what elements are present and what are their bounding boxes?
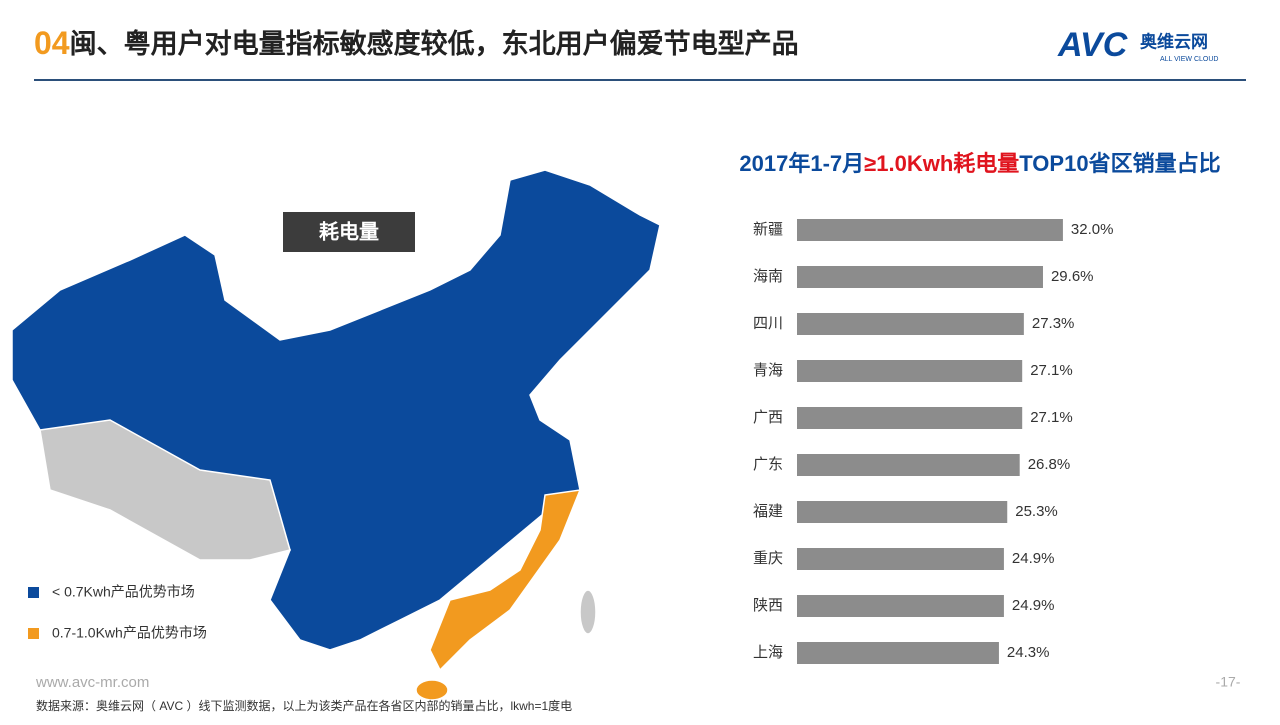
category-label: 上海 <box>753 644 783 661</box>
value-label: 29.6% <box>1051 268 1094 285</box>
category-label: 四川 <box>753 315 783 332</box>
page-number: -17- <box>1216 674 1241 690</box>
category-label: 广东 <box>753 456 783 473</box>
map-label-box <box>283 212 415 252</box>
map-label: 耗电量 <box>319 220 379 243</box>
value-label: 24.9% <box>1012 597 1055 614</box>
bar <box>797 313 1024 335</box>
value-label: 27.1% <box>1030 409 1073 426</box>
category-label: 新疆 <box>753 221 783 238</box>
bar <box>797 642 999 664</box>
category-label: 福建 <box>753 503 783 520</box>
legend-label: 0.7-1.0Kwh产品优势市场 <box>52 625 207 641</box>
category-label: 海南 <box>753 268 783 285</box>
map <box>11 169 661 701</box>
value-label: 24.3% <box>1007 644 1050 661</box>
category-label: 广西 <box>753 409 783 426</box>
logo-cn: 奥维云网 <box>1140 31 1208 51</box>
map-region-fujian-guangdong <box>429 489 582 672</box>
header-number: 04 <box>34 25 70 61</box>
footer-source: 数据来源：奥维云网（ AVC ）线下监测数据，以上为该类产品在各省区内部的销量占… <box>36 698 572 713</box>
value-label: 27.1% <box>1030 362 1073 379</box>
chart-title: 2017年1-7月≥1.0Kwh耗电量TOP10省区销量占比 <box>739 151 1220 176</box>
value-label: 32.0% <box>1071 221 1114 238</box>
map-region-tibet <box>39 419 291 561</box>
chart-title-part: ≥1.0Kwh耗电量 <box>864 151 1019 176</box>
logo-en: ALL VIEW CLOUD <box>1160 56 1218 63</box>
bar <box>797 501 1008 523</box>
bar <box>797 266 1043 288</box>
map-region-taiwan <box>579 589 597 635</box>
category-label: 陕西 <box>753 597 783 614</box>
logo: AVC <box>1057 26 1128 64</box>
footer-url: www.avc-mr.com <box>35 674 149 691</box>
chart-title-part: 2017年1-7月 <box>739 151 864 176</box>
legend-swatch <box>28 587 39 598</box>
header: 04闽、粤用户对电量指标敏感度较低，东北用户偏爱节电型产品 <box>34 25 799 61</box>
value-label: 24.9% <box>1012 550 1055 567</box>
value-label: 26.8% <box>1028 456 1071 473</box>
legend-swatch <box>28 628 39 639</box>
value-label: 25.3% <box>1015 503 1058 520</box>
category-label: 重庆 <box>753 550 783 567</box>
bar <box>797 360 1023 382</box>
bar <box>797 548 1004 570</box>
header-title: 闽、粤用户对电量指标敏感度较低，东北用户偏爱节电型产品 <box>70 28 799 59</box>
value-label: 27.3% <box>1032 315 1075 332</box>
legend-label: < 0.7Kwh产品优势市场 <box>52 584 195 600</box>
bar <box>797 595 1004 617</box>
bar <box>797 407 1023 429</box>
bar <box>797 454 1020 476</box>
bar <box>797 219 1063 241</box>
map-region-hainan <box>415 679 449 701</box>
category-label: 青海 <box>753 362 783 379</box>
chart-title-part: TOP10省区销量占比 <box>1019 151 1220 176</box>
